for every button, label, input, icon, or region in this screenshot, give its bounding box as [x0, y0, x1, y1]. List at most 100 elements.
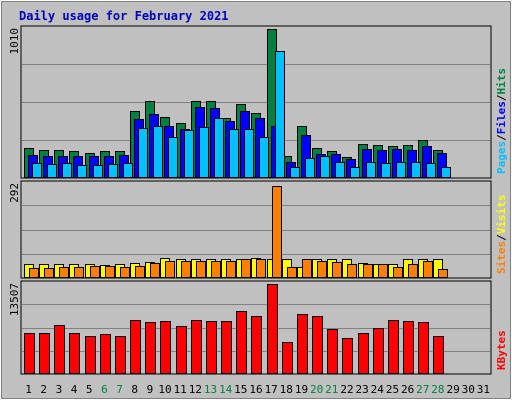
- bar-pages: [441, 167, 451, 178]
- bar-sites: [165, 261, 175, 278]
- chart-title: Daily usage for February 2021: [19, 9, 229, 23]
- bar-pages: [108, 164, 118, 178]
- bar-sites: [211, 261, 221, 278]
- bar-kbytes: [433, 336, 444, 374]
- day-label: 24: [371, 383, 385, 396]
- day-label: 20: [310, 383, 323, 396]
- bar-pages: [259, 137, 269, 178]
- day-label: 10: [158, 383, 171, 396]
- bar-sites: [29, 268, 39, 278]
- bar-kbytes: [282, 342, 293, 374]
- day-label: 3: [56, 383, 63, 396]
- bar-kbytes: [327, 329, 338, 374]
- bar-kbytes: [176, 326, 187, 374]
- y-axis-max-label: 1010: [8, 28, 21, 55]
- legend-entry-visits: Visits: [495, 195, 508, 235]
- bar-sites: [120, 267, 130, 278]
- bar-kbytes: [39, 333, 50, 374]
- legend-visits-sites: Sites/Visits: [495, 195, 508, 275]
- bar-pages: [290, 167, 300, 178]
- bar-pages: [275, 51, 285, 178]
- bar-sites: [347, 264, 357, 278]
- bar-sites: [105, 266, 115, 278]
- day-label: 22: [340, 383, 353, 396]
- day-label: 6: [101, 383, 108, 396]
- day-label: 27: [416, 383, 429, 396]
- bar-pages: [199, 127, 209, 178]
- legend-hits-files-pages: Pages/Files/Hits: [495, 68, 508, 174]
- bar-pages: [93, 165, 103, 178]
- bar-sites: [135, 266, 145, 278]
- bar-sites: [44, 268, 54, 278]
- bar-sites: [378, 264, 388, 278]
- bar-sites: [74, 267, 84, 278]
- legend-entry-files: Files: [495, 101, 508, 134]
- bar-kbytes: [251, 316, 262, 374]
- legend-entry-sites: Sites: [495, 241, 508, 274]
- bar-pages: [168, 137, 178, 178]
- y-axis-max-label: 13507: [8, 283, 21, 316]
- bar-pages: [47, 164, 57, 178]
- day-label: 18: [280, 383, 293, 396]
- day-label: 23: [355, 383, 368, 396]
- bar-pages: [184, 130, 194, 178]
- legend-separator: /: [495, 134, 508, 141]
- bar-sites: [256, 259, 266, 278]
- bar-kbytes: [206, 321, 217, 374]
- bar-sites: [438, 269, 448, 278]
- bar-kbytes: [403, 321, 414, 374]
- bar-sites: [226, 261, 236, 278]
- bar-sites: [408, 264, 418, 278]
- day-label: 9: [147, 383, 154, 396]
- bar-sites: [317, 261, 327, 278]
- bar-kbytes: [54, 325, 65, 374]
- bar-kbytes: [297, 314, 308, 374]
- x-axis-day-labels: 1 2 3 4 5 6 7 8 9 10 11 12 13 14 15 16 17 18 19 20 21 22 23 24 2…: [25, 383, 490, 396]
- day-label: 7: [116, 383, 123, 396]
- bar-kbytes: [85, 336, 96, 374]
- bar-pages: [77, 165, 87, 178]
- bar-pages: [381, 163, 391, 178]
- bar-pages: [229, 129, 239, 178]
- day-label: 26: [401, 383, 414, 396]
- legend-entry-kbytes: KBytes: [495, 330, 508, 370]
- bar-sites: [332, 262, 342, 278]
- bar-pages: [320, 156, 330, 178]
- day-label: 5: [86, 383, 93, 396]
- y-axis-max-label: 292: [8, 183, 21, 203]
- bar-pages: [396, 162, 406, 178]
- bar-kbytes: [373, 328, 384, 374]
- bar-sites: [181, 261, 191, 278]
- day-label: 15: [234, 383, 247, 396]
- bar-sites: [272, 186, 282, 278]
- day-label: 8: [131, 383, 138, 396]
- bar-kbytes: [191, 320, 202, 374]
- bar-kbytes: [100, 334, 111, 374]
- day-label: 4: [71, 383, 78, 396]
- bar-sites: [241, 259, 251, 278]
- bar-pages: [305, 158, 315, 178]
- day-label: 11: [174, 383, 187, 396]
- bar-pages: [123, 163, 133, 178]
- bar-kbytes: [342, 338, 353, 374]
- bar-kbytes: [115, 336, 126, 374]
- bar-kbytes: [160, 321, 171, 374]
- bar-sites: [90, 266, 100, 278]
- day-label: 14: [219, 383, 233, 396]
- legend-entry-hits: Hits: [495, 68, 508, 95]
- day-label: 1: [25, 383, 32, 396]
- panel-kbytes: 13507 KBytes: [8, 280, 508, 375]
- bar-sites: [393, 267, 403, 278]
- bar-kbytes: [267, 284, 278, 374]
- bar-kbytes: [130, 320, 141, 374]
- bar-sites: [59, 267, 69, 278]
- day-label: 25: [386, 383, 399, 396]
- bar-sites: [363, 264, 373, 278]
- bar-kbytes: [358, 333, 369, 374]
- bar-sites: [423, 261, 433, 278]
- bar-pages: [411, 162, 421, 178]
